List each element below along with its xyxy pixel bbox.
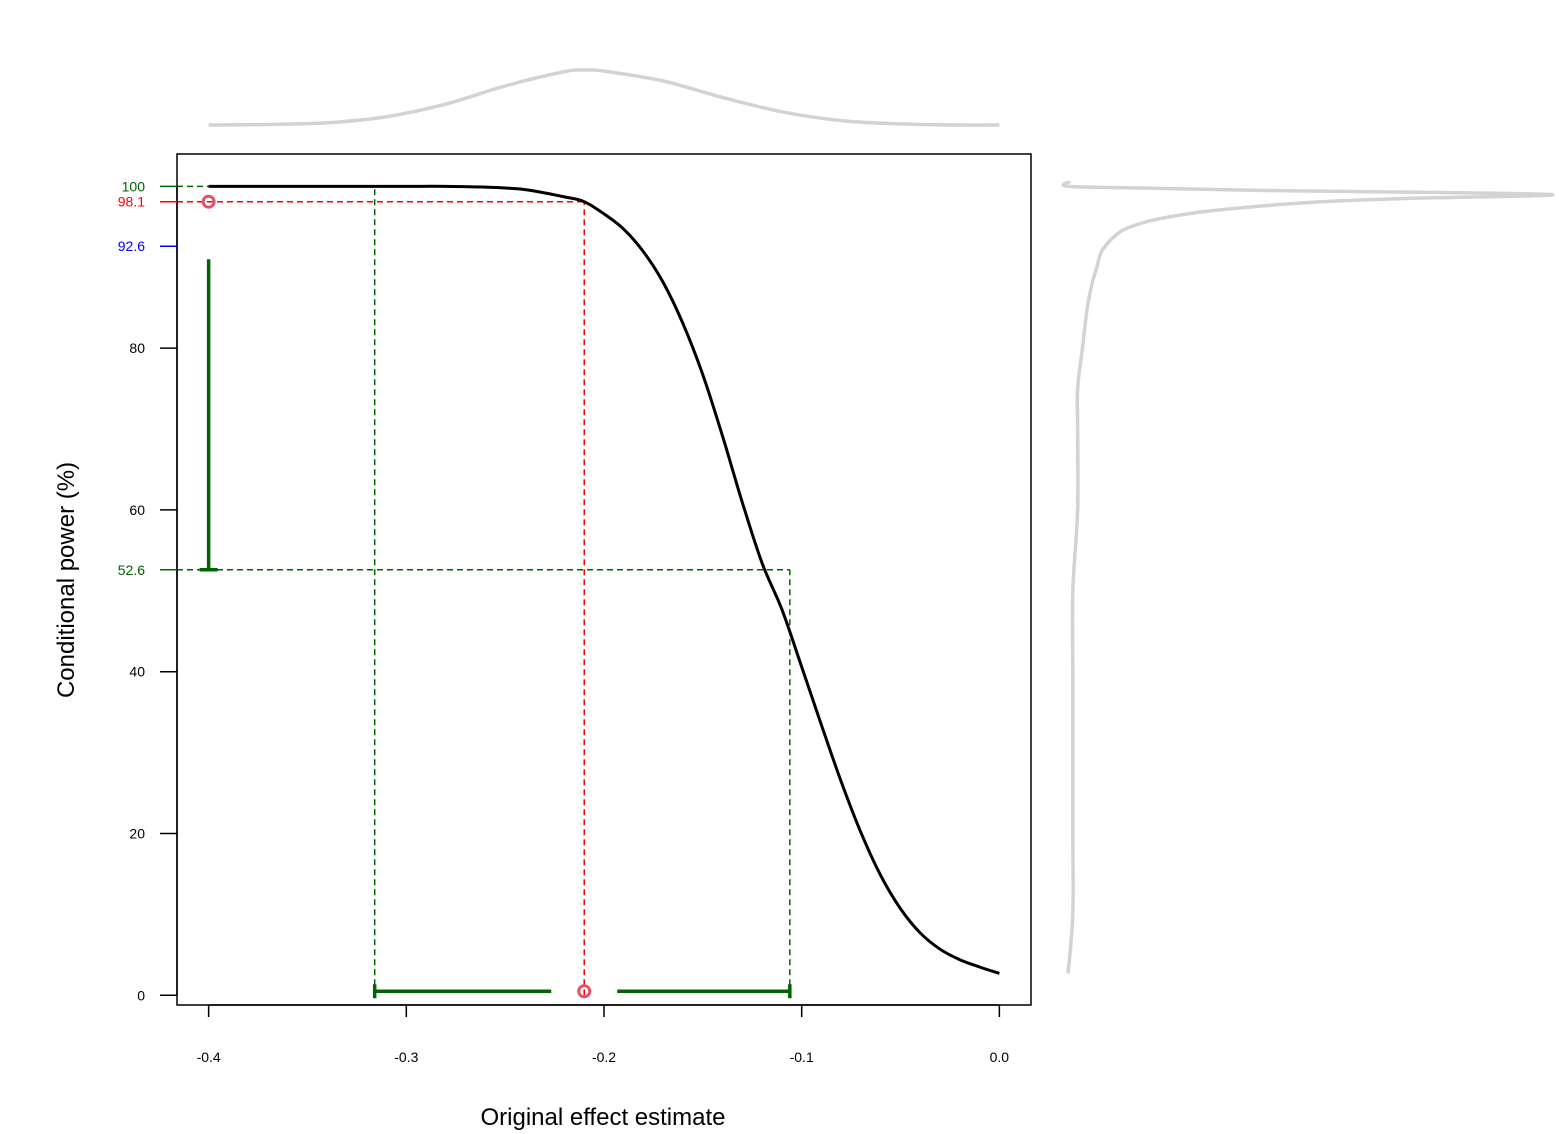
interval-layer bbox=[199, 194, 792, 999]
y-tick-label: 60 bbox=[129, 502, 145, 518]
x-tick-label: -0.3 bbox=[394, 1049, 418, 1065]
y-tick-label: 40 bbox=[129, 664, 145, 680]
x-tick-label: -0.2 bbox=[592, 1049, 616, 1065]
x-tick-label: 0.0 bbox=[990, 1049, 1010, 1065]
y-axis-title: Conditional power (%) bbox=[53, 462, 80, 698]
power-upper-tick-label: 100 bbox=[122, 178, 146, 194]
x-tick-label: -0.1 bbox=[790, 1049, 814, 1065]
power-lower-tick-label: 52.6 bbox=[118, 562, 145, 578]
y-tick-label: 0 bbox=[137, 987, 145, 1003]
y-tick-label: 20 bbox=[129, 826, 145, 842]
marked-power-tick-label: 92.6 bbox=[118, 238, 145, 254]
power-curve-line bbox=[208, 184, 1000, 975]
y-tick-label: 80 bbox=[129, 340, 145, 356]
point-estimate-marker bbox=[577, 984, 592, 999]
x-tick-label: -0.4 bbox=[197, 1049, 221, 1065]
point-power-marker bbox=[201, 194, 216, 209]
x-axis-title: Original effect estimate bbox=[480, 1104, 725, 1131]
power-curve-layer bbox=[208, 184, 1000, 975]
plot-frame bbox=[176, 153, 1032, 1006]
top-density-curve bbox=[208, 68, 1000, 127]
right-density-curve bbox=[1061, 180, 1555, 974]
right-density-layer bbox=[1061, 180, 1555, 974]
point-power-tick-label: 98.1 bbox=[118, 194, 145, 210]
top-density-layer bbox=[208, 68, 1000, 127]
reference-lines-layer bbox=[177, 185, 791, 996]
